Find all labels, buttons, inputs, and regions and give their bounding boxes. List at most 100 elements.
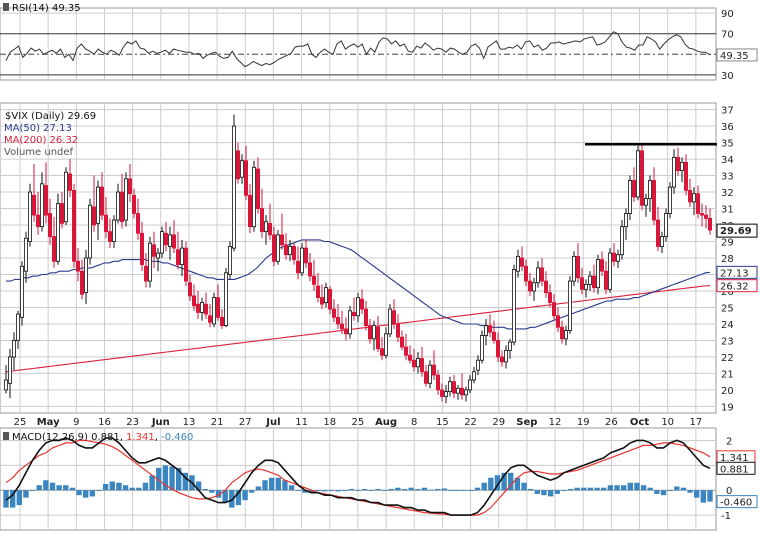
candle [23, 231, 28, 283]
candle [44, 162, 49, 224]
candle-body [648, 180, 653, 200]
candle-body [708, 218, 713, 231]
candle [307, 253, 312, 282]
candle-body [211, 297, 216, 325]
candle-body [467, 379, 472, 391]
macd-histogram-bar [202, 488, 208, 491]
candle [439, 383, 444, 402]
candle [475, 355, 480, 376]
macd-histogram-bar [660, 490, 667, 496]
candle-body [127, 178, 132, 195]
ma200-tag-text: 26.32 [720, 282, 749, 293]
candle-body [104, 214, 109, 233]
candle-body [403, 346, 408, 356]
macd-y-tick: 2 [726, 436, 732, 447]
candle-body [323, 287, 328, 303]
rsi-tag-text: 49.35 [720, 51, 749, 62]
candle-body [556, 315, 561, 328]
candle-body [379, 348, 384, 356]
x-tick-label: 11 [295, 417, 308, 428]
macd-histogram-bar [3, 490, 9, 508]
price-tag-box [716, 223, 758, 238]
x-tick-label: 27 [239, 417, 252, 428]
candle-body [367, 325, 372, 340]
candle [76, 248, 81, 282]
rsi-label-text: RSI(14) 49.35 [12, 3, 81, 14]
candle [664, 208, 669, 242]
candle-body [604, 270, 609, 290]
candle-body [88, 204, 93, 259]
macd-histogram-bar [547, 490, 554, 497]
candle-body [692, 193, 697, 203]
macd-histogram-bar [116, 482, 122, 491]
candle [275, 229, 280, 265]
candle-body [80, 270, 85, 295]
candle-body [23, 237, 28, 272]
macd-label-hist: -0.460 [161, 432, 193, 443]
macd-histogram-bar [647, 487, 653, 491]
macd-y-tick: 0 [726, 486, 732, 497]
macd-histogram-bar [435, 488, 441, 491]
candle-body [64, 171, 69, 223]
macd-histogram-bar [109, 481, 115, 491]
candle [528, 272, 533, 296]
candle-body [243, 160, 248, 196]
candle [15, 310, 20, 349]
candle-body [287, 246, 292, 256]
candle-body [303, 247, 308, 264]
candle [171, 220, 176, 254]
candle [367, 319, 372, 344]
macd-histogram-bar [620, 485, 627, 491]
candle [419, 347, 424, 377]
candle [84, 249, 89, 305]
candle-body [512, 269, 517, 343]
x-tick-label: Oct [630, 417, 649, 428]
candle [471, 366, 476, 384]
candle [331, 299, 336, 323]
macd-histogram-bar [594, 487, 600, 491]
candle-body [251, 166, 256, 228]
candle [96, 180, 101, 240]
candle [383, 327, 388, 359]
candle-body [576, 255, 581, 279]
candle [27, 183, 32, 247]
candle-body [552, 302, 557, 317]
macd-histogram-bar [36, 485, 42, 491]
candle-body [279, 234, 284, 246]
candle [564, 325, 569, 346]
candle [343, 317, 348, 341]
macd-tag: 0.881 [716, 461, 756, 475]
candle [379, 337, 384, 361]
candle [640, 144, 645, 211]
macd-histogram-bar [215, 490, 222, 498]
candle [552, 294, 557, 321]
candle [56, 193, 61, 265]
macd-histogram-bar [375, 488, 381, 491]
candle [520, 246, 525, 272]
candle [483, 319, 488, 346]
candle-body [443, 391, 448, 397]
candle [207, 304, 212, 328]
rsi-grid [0, 8, 716, 80]
candle [167, 226, 172, 260]
candle-body [536, 267, 541, 284]
candle-body [363, 308, 368, 327]
x-tick-label: 10 [661, 417, 674, 428]
candle-body [40, 183, 45, 228]
candle [387, 304, 392, 338]
candle-body [592, 275, 597, 289]
candle [704, 205, 709, 229]
candle-body [391, 310, 396, 325]
macd-histogram-bar [122, 485, 129, 491]
candle-body [435, 374, 440, 391]
macd-histogram-bar [521, 482, 527, 491]
macd-histogram-bar [175, 467, 182, 491]
macd-histogram-bar [368, 490, 374, 491]
candle-body [92, 206, 97, 226]
x-tick-label: 25 [14, 417, 27, 428]
macd-histogram-bar [268, 477, 275, 491]
candle-body [528, 280, 533, 292]
candle [427, 360, 432, 389]
macd-histogram-bar [707, 490, 713, 502]
